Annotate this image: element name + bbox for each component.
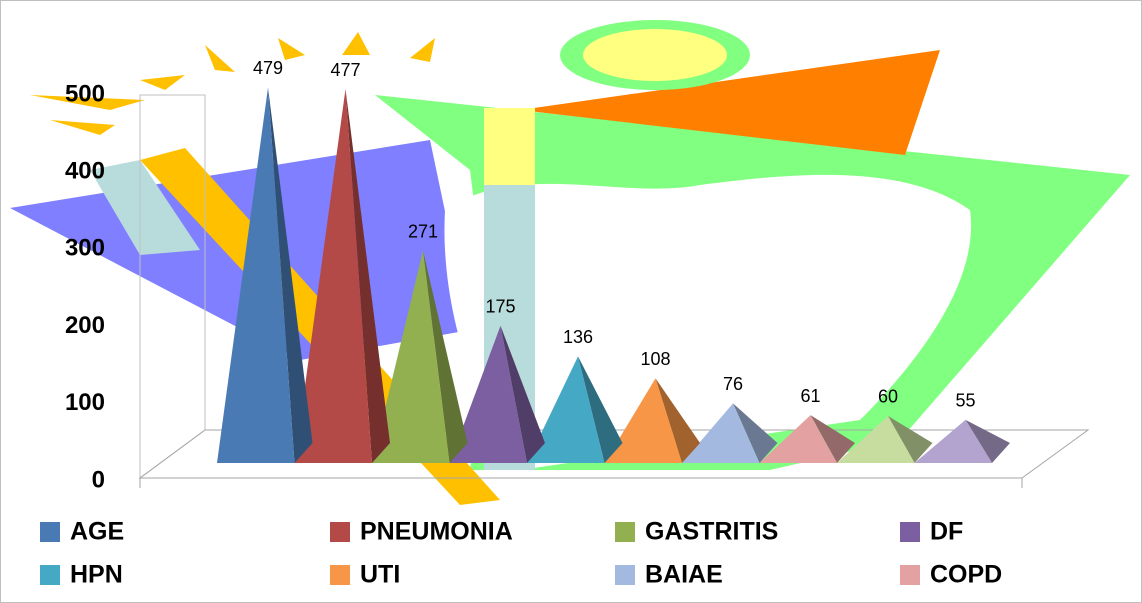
legend-swatch bbox=[900, 522, 920, 542]
value-label: 175 bbox=[485, 297, 515, 317]
floor bbox=[138, 429, 1090, 479]
y-tick-label: 0 bbox=[92, 466, 105, 493]
value-label: 61 bbox=[800, 386, 820, 406]
pyramid-front bbox=[914, 419, 992, 463]
legend-label: BAIAE bbox=[645, 561, 723, 589]
pyramid-front bbox=[449, 325, 527, 463]
legend-label: GASTRITIS bbox=[645, 518, 778, 546]
value-label: 479 bbox=[253, 58, 283, 78]
legend-label: COPD bbox=[930, 561, 1002, 589]
value-label: 108 bbox=[640, 349, 670, 369]
pyramid bbox=[294, 89, 390, 464]
legend-swatch bbox=[615, 565, 635, 585]
legend-label: UTI bbox=[360, 561, 400, 589]
legend-label: HPN bbox=[70, 561, 123, 589]
value-label: 136 bbox=[563, 327, 593, 347]
y-tick-label: 200 bbox=[65, 312, 105, 339]
value-label: 271 bbox=[408, 221, 438, 241]
pyramid bbox=[217, 87, 313, 464]
legend-swatch bbox=[40, 522, 60, 542]
pyramid bbox=[449, 325, 545, 463]
pyramid-side bbox=[578, 356, 623, 463]
pyramid-side bbox=[500, 325, 545, 463]
legend-label: DF bbox=[930, 518, 963, 546]
y-tick-label: 300 bbox=[65, 235, 105, 262]
pyramid-front bbox=[682, 403, 760, 463]
pyramid bbox=[527, 356, 623, 463]
pyramid-front bbox=[604, 378, 682, 463]
pyramid-front bbox=[217, 87, 295, 464]
y-tick-label: 500 bbox=[65, 80, 105, 107]
legend-swatch bbox=[615, 522, 635, 542]
y-tick-label: 400 bbox=[65, 158, 105, 185]
pyramid-front bbox=[294, 89, 372, 464]
pyramid-side bbox=[965, 419, 1010, 463]
y-tick-label: 100 bbox=[65, 389, 105, 416]
pyramid-front bbox=[837, 415, 915, 463]
pyramid-front bbox=[527, 356, 605, 463]
legend-swatch bbox=[330, 522, 350, 542]
pyramid-side bbox=[733, 403, 778, 463]
pyramid bbox=[372, 250, 468, 463]
pyramid bbox=[759, 415, 855, 463]
pyramid-side bbox=[655, 378, 700, 463]
legend-label: AGE bbox=[70, 518, 124, 546]
pyramid-side bbox=[423, 250, 468, 463]
pyramid-side bbox=[888, 415, 933, 463]
pyramid-front bbox=[372, 250, 450, 463]
value-label: 477 bbox=[330, 60, 360, 80]
value-label: 76 bbox=[723, 374, 743, 394]
legend-swatch bbox=[330, 565, 350, 585]
legend-swatch bbox=[900, 565, 920, 585]
pyramid bbox=[604, 378, 700, 463]
pyramid bbox=[682, 403, 778, 463]
pyramid bbox=[837, 415, 933, 463]
pyramid-side bbox=[268, 87, 313, 464]
pyramid-front bbox=[759, 415, 837, 463]
pyramid-side bbox=[345, 89, 390, 464]
legend-swatch bbox=[40, 565, 60, 585]
legend-label: PNEUMONIA bbox=[360, 518, 513, 546]
pyramid bbox=[914, 419, 1010, 463]
value-label: 60 bbox=[878, 387, 898, 407]
value-label: 55 bbox=[955, 391, 975, 411]
pyramid-side bbox=[810, 415, 855, 463]
